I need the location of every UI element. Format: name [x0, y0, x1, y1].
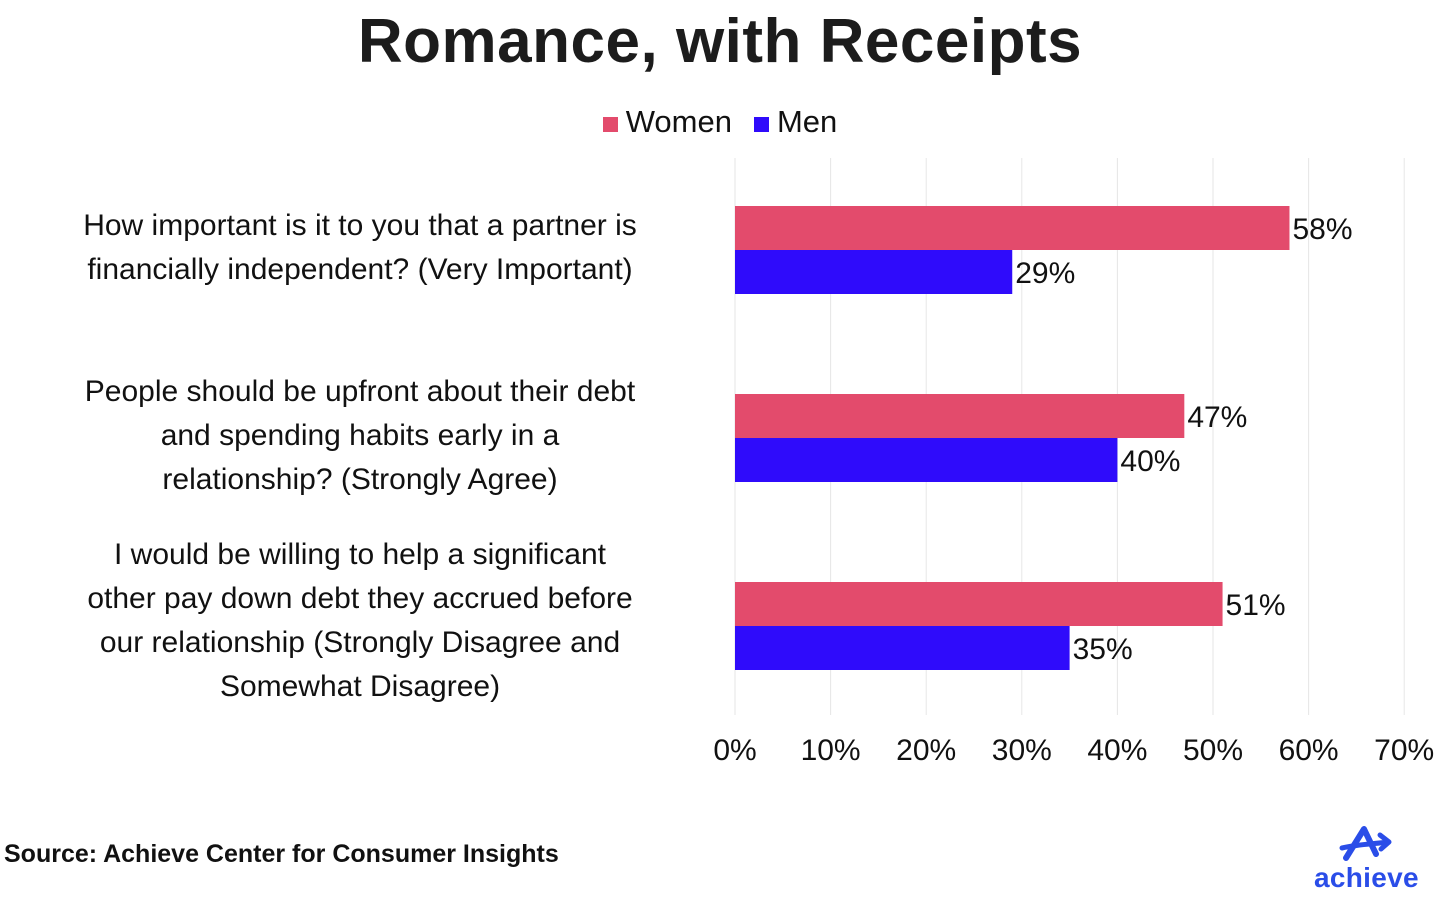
- category-label-line: our relationship (Strongly Disagree and: [99, 626, 621, 659]
- legend-swatch-men: [753, 116, 769, 132]
- data-label: 58%: [1292, 213, 1352, 246]
- category-label-line: other pay down debt they accrued before: [87, 582, 633, 615]
- x-tick-label: 60%: [1279, 734, 1339, 767]
- x-tick-label: 30%: [992, 734, 1052, 767]
- source-note: Source: Achieve Center for Consumer Insi…: [4, 840, 559, 868]
- legend-swatch-women: [602, 116, 618, 132]
- x-tick-label: 70%: [1374, 734, 1434, 767]
- logo-wordmark: achieve: [1314, 862, 1419, 893]
- legend-label-men: Men: [776, 104, 838, 139]
- achieve-logo-icon: [1339, 826, 1392, 861]
- legend-label-women: Women: [625, 104, 732, 139]
- category-label: How important is it to you that a partne…: [10, 204, 710, 292]
- bar-men: [735, 250, 1013, 294]
- bar-women: [735, 206, 1290, 250]
- category-label-line: People should be upfront about their deb…: [84, 375, 636, 408]
- data-label: 40%: [1120, 445, 1180, 478]
- category-label-line: Somewhat Disagree): [219, 670, 501, 703]
- data-label: 29%: [1015, 257, 1075, 290]
- category-label-line: How important is it to you that a partne…: [83, 209, 637, 242]
- x-tick-label: 40%: [1087, 734, 1147, 767]
- category-label-line: and spending habits early in a: [160, 419, 560, 452]
- data-label: 35%: [1073, 633, 1133, 666]
- bar-women: [735, 582, 1223, 626]
- category-label: People should be upfront about their deb…: [10, 370, 710, 502]
- x-tick-label: 10%: [801, 734, 861, 767]
- category-label-line: financially independent? (Very Important…: [87, 253, 633, 286]
- x-tick-label: 20%: [896, 734, 956, 767]
- legend-item-women: Women: [602, 104, 732, 140]
- chart-title: Romance, with Receipts: [357, 7, 1083, 76]
- category-label-line: relationship? (Strongly Agree): [162, 463, 558, 496]
- data-label: 47%: [1187, 401, 1247, 434]
- bar-women: [735, 394, 1185, 438]
- legend: Women Men: [0, 104, 1440, 140]
- x-tick-label: 0%: [713, 734, 756, 767]
- bar-men: [735, 626, 1070, 670]
- category-label-line: I would be willing to help a significant: [114, 538, 606, 571]
- category-label: I would be willing to help a significant…: [10, 533, 710, 709]
- data-label: 51%: [1226, 589, 1286, 622]
- x-tick-label: 50%: [1183, 734, 1243, 767]
- bar-men: [735, 438, 1118, 482]
- legend-item-men: Men: [753, 104, 838, 140]
